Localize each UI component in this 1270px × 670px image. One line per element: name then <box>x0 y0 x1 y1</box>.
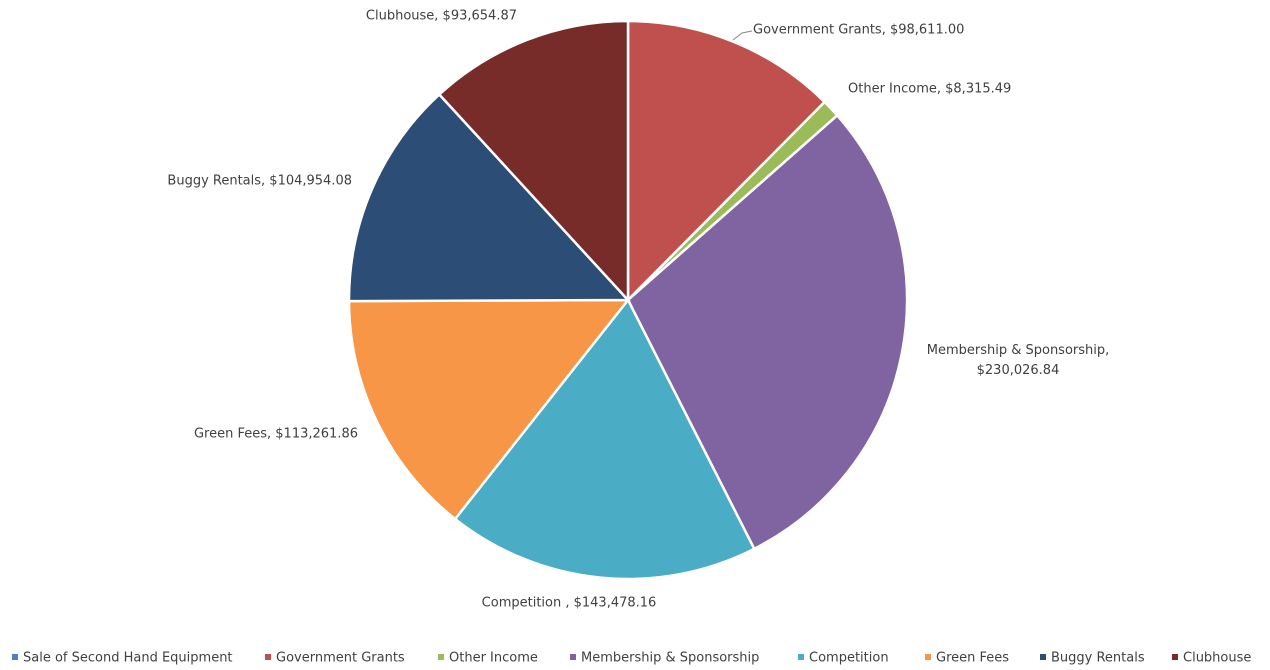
pie-slice <box>347 298 631 521</box>
pie-slice <box>437 19 630 304</box>
pie-slice <box>453 297 756 581</box>
legend-swatch <box>438 654 444 660</box>
legend-label: Sale of Second Hand Equipment <box>23 651 233 666</box>
data-label: Membership & Sponsorship, $230,026.84 <box>927 343 1110 378</box>
data-label-line: $230,026.84 <box>977 363 1060 378</box>
legend-swatch <box>12 654 18 660</box>
legend-label: Buggy Rentals <box>1051 651 1145 666</box>
data-label-line: Membership & Sponsorship, <box>927 343 1110 358</box>
legend-label: Membership & Sponsorship <box>581 651 759 666</box>
legend-label: Competition <box>809 651 889 666</box>
legend-swatch <box>265 654 271 660</box>
legend-swatch <box>925 654 931 660</box>
legend-label: Clubhouse <box>1183 651 1251 666</box>
data-label: Buggy Rentals, $104,954.08 <box>167 174 352 189</box>
legend-swatch <box>1040 654 1046 660</box>
legend-label: Other Income <box>449 651 538 666</box>
data-label: Competition , $143,478.16 <box>482 596 657 611</box>
leader-line <box>732 30 753 41</box>
legend-swatch <box>798 654 804 660</box>
pie-slice <box>626 19 827 304</box>
data-label: Clubhouse, $93,654.87 <box>366 9 517 24</box>
legend-label: Green Fees <box>936 651 1009 666</box>
data-label: Government Grants, $98,611.00 <box>753 23 964 38</box>
data-label: Green Fees, $113,261.86 <box>194 427 358 442</box>
legend-label: Government Grants <box>276 651 405 666</box>
pie-slice <box>347 92 631 303</box>
legend-swatch <box>1172 654 1178 660</box>
data-label: Other Income, $8,315.49 <box>848 82 1011 97</box>
pie-slice <box>626 113 909 551</box>
legend-swatch <box>570 654 576 660</box>
